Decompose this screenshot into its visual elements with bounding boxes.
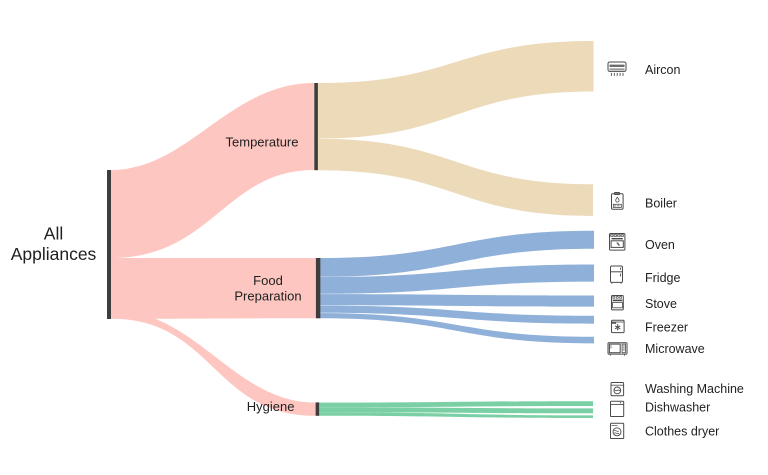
svg-text:Hygiene: Hygiene [247,399,295,414]
svg-text:Oven: Oven [645,238,675,252]
svg-text:Freezer: Freezer [645,321,688,335]
svg-text:Appliances: Appliances [11,244,97,264]
svg-text:Washing Machine: Washing Machine [645,382,744,396]
svg-text:All: All [44,224,63,244]
svg-text:Temperature: Temperature [226,135,299,150]
svg-text:Microwave: Microwave [645,342,705,356]
svg-text:Food: Food [253,273,283,288]
svg-text:Fridge: Fridge [645,271,680,285]
svg-text:Aircon: Aircon [645,63,680,77]
svg-text:Boiler: Boiler [645,197,677,211]
svg-text:Preparation: Preparation [234,289,301,304]
svg-text:Dishwasher: Dishwasher [645,401,710,415]
svg-text:Clothes dryer: Clothes dryer [645,425,719,439]
svg-text:Stove: Stove [645,297,677,311]
